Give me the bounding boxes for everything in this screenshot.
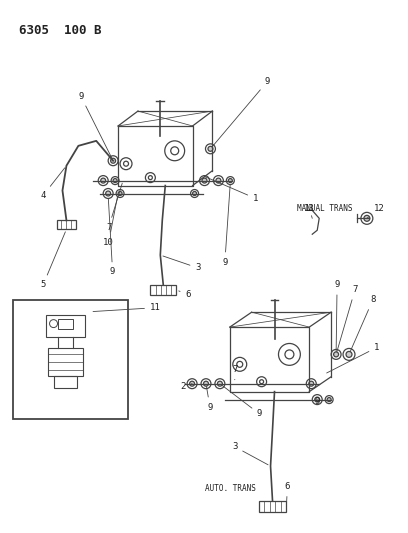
Text: 9: 9: [315, 397, 320, 406]
Text: 9: 9: [335, 280, 340, 352]
Circle shape: [111, 158, 115, 163]
Text: MANUAL TRANS: MANUAL TRANS: [297, 204, 353, 213]
Bar: [259, 501, 286, 512]
Text: 2: 2: [180, 382, 192, 391]
Circle shape: [190, 381, 195, 386]
Circle shape: [208, 147, 213, 151]
Text: 9: 9: [222, 385, 262, 418]
Text: 7: 7: [106, 183, 122, 232]
Circle shape: [118, 191, 122, 196]
Text: 9: 9: [108, 198, 115, 277]
Text: 12: 12: [367, 204, 384, 219]
Circle shape: [101, 178, 106, 183]
Text: 5: 5: [40, 232, 65, 289]
Text: 6: 6: [179, 290, 191, 300]
Bar: [13, 300, 128, 419]
Text: 3: 3: [232, 442, 268, 465]
Text: 1: 1: [205, 177, 258, 203]
Text: 3: 3: [163, 256, 201, 272]
Text: 13: 13: [304, 204, 315, 219]
Bar: [53, 376, 78, 388]
Circle shape: [309, 381, 314, 386]
Text: 10: 10: [103, 196, 118, 247]
Circle shape: [193, 191, 197, 196]
Text: 4: 4: [40, 168, 65, 200]
Bar: [48, 349, 83, 376]
Circle shape: [334, 352, 339, 357]
Circle shape: [204, 381, 208, 386]
Circle shape: [216, 178, 221, 183]
Text: 9: 9: [222, 185, 230, 266]
Bar: [57, 220, 76, 229]
Circle shape: [202, 178, 207, 183]
Text: 6305  100 B: 6305 100 B: [19, 23, 102, 37]
Text: 8: 8: [350, 295, 375, 352]
Circle shape: [346, 351, 352, 358]
Bar: [151, 285, 176, 295]
Text: 9: 9: [78, 92, 112, 158]
Text: 11: 11: [93, 303, 161, 312]
Circle shape: [315, 397, 320, 402]
Circle shape: [106, 191, 111, 196]
Text: 1: 1: [327, 343, 379, 373]
Text: 9: 9: [206, 386, 213, 411]
Text: AUTO. TRANS: AUTO. TRANS: [205, 484, 256, 493]
Circle shape: [217, 381, 222, 386]
Circle shape: [327, 398, 331, 401]
Text: 6: 6: [285, 482, 290, 503]
Bar: [46, 314, 85, 336]
Circle shape: [228, 179, 232, 183]
Text: 7: 7: [232, 365, 237, 379]
Text: 7: 7: [337, 285, 358, 352]
Circle shape: [113, 179, 117, 183]
Bar: [58, 319, 73, 328]
Circle shape: [364, 215, 370, 221]
Text: 9: 9: [212, 77, 270, 147]
